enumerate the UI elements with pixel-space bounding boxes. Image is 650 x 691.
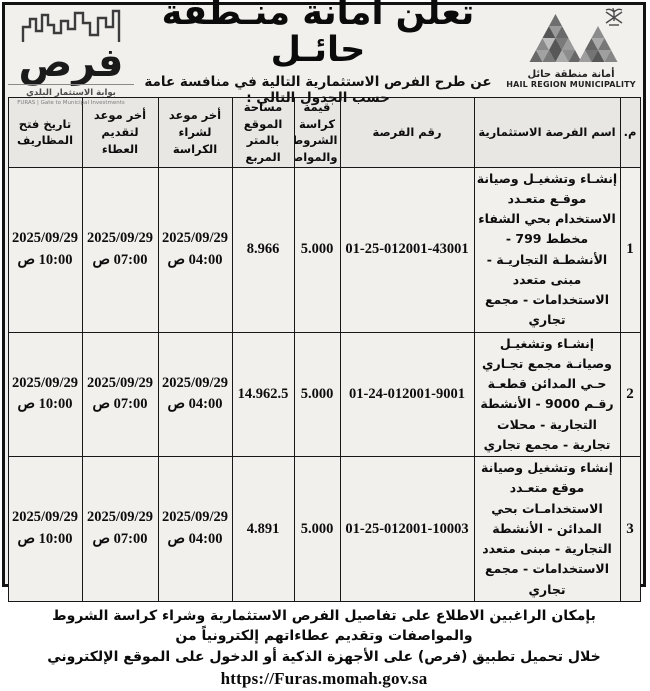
cell-opportunity-name: إنشاء وتشغيل وصيانة موقع متعـدد الاستخدا… xyxy=(473,456,621,602)
title-block: تعلن أمانة منـطقة حائـل عن طرح الفرص الا… xyxy=(134,0,502,106)
date-value: 2025/09/29 xyxy=(11,374,79,391)
cell-booklet-deadline: 2025/09/29 04:00 ص xyxy=(157,166,233,333)
date-value: 2025/09/29 xyxy=(161,229,229,246)
ad-header: فرص بوابة الاستثمار البلدي FURAS | Gate … xyxy=(5,0,643,106)
cell-opportunity-name: إنشـاء وتشغيـل وصيانـة مجمع تجـاري حـي ا… xyxy=(473,331,621,458)
cell-site-area: 4.891 xyxy=(231,456,295,602)
table-row: 3 إنشاء وتشغيل وصيانة موقع متعـدد الاستخ… xyxy=(7,456,641,602)
triangle-mountain-emblem-icon xyxy=(510,6,632,68)
cell-opportunity-number: 01-25-012001-10003 xyxy=(339,456,475,602)
footer-line-2: خلال تحميل تطبيق (فرص) على الأجهزة الذكي… xyxy=(13,647,635,691)
col-header-site-area: مساحة الموقع بالمتر المربع xyxy=(231,97,295,168)
table-row: 1 إنشـاء وتشغيـل وصيانة موقـع متعـدد الا… xyxy=(7,166,641,333)
cell-booklet-value: 5.000 xyxy=(293,456,341,602)
time-value: 10:00 ص xyxy=(17,251,73,268)
hail-municipality-logo: أمانة منطقة حائل HAIL REGION MUNICIPALIT… xyxy=(502,6,640,97)
col-header-booklet-value: قيمة كراسة الشروط والمواصفات xyxy=(293,97,341,168)
cell-booklet-value: 5.000 xyxy=(293,166,341,333)
date-value: 2025/09/29 xyxy=(86,229,154,246)
date-value: 2025/09/29 xyxy=(86,509,154,526)
furas-subtext: FURAS | Gate to Municipal Investments xyxy=(17,99,125,106)
time-value: 04:00 ص xyxy=(167,251,223,268)
cell-bid-deadline: 2025/09/29 07:00 ص xyxy=(81,166,159,333)
time-value: 07:00 ص xyxy=(92,396,148,413)
hail-logo-arabic-name: أمانة منطقة حائل xyxy=(527,69,615,80)
furas-tagline: بوابة الاستثمار البلدي xyxy=(8,83,134,98)
cell-envelope-opening: 2025/09/29 10:00 ص xyxy=(7,331,83,458)
col-header-booklet-deadline: أخر موعد لشراء الكراسة xyxy=(157,97,233,168)
date-value: 2025/09/29 xyxy=(161,374,229,391)
cell-booklet-deadline: 2025/09/29 04:00 ص xyxy=(157,456,233,602)
time-value: 10:00 ص xyxy=(17,531,73,548)
cell-bid-deadline: 2025/09/29 07:00 ص xyxy=(81,331,159,458)
saudi-palm-swords-icon xyxy=(605,6,623,26)
cell-site-area: 8.966 xyxy=(231,166,295,333)
time-value: 10:00 ص xyxy=(17,396,73,413)
time-value: 04:00 ص xyxy=(167,531,223,548)
col-header-opportunity-name: اسم الفرصة الاستثمارية xyxy=(473,97,621,168)
cell-booklet-deadline: 2025/09/29 04:00 ص xyxy=(157,331,233,458)
ad-title: تعلن أمانة منـطقة حائـل xyxy=(161,0,475,70)
cell-booklet-value: 5.000 xyxy=(293,331,341,458)
cell-site-area: 14.962.5 xyxy=(231,331,295,458)
cell-serial: 2 xyxy=(619,331,641,458)
furas-logo: فرص بوابة الاستثمار البلدي FURAS | Gate … xyxy=(8,6,134,106)
date-value: 2025/09/29 xyxy=(11,229,79,246)
footer-line-2-text: خلال تحميل تطبيق (فرص) على الأجهزة الذكي… xyxy=(47,648,601,665)
footer-line-1: بإمكان الراغبين الاطلاع على تفاصيل الفرص… xyxy=(52,607,596,645)
date-value: 2025/09/29 xyxy=(86,374,154,391)
cell-opportunity-number: 01-25-012001-43001 xyxy=(339,166,475,333)
furas-website-link[interactable]: https://Furas.momah.gov.sa xyxy=(220,668,428,688)
time-value: 04:00 ص xyxy=(167,396,223,413)
cell-bid-deadline: 2025/09/29 07:00 ص xyxy=(81,456,159,602)
col-header-envelope-opening: تاريخ فتح المظاريف xyxy=(7,97,83,168)
furas-wordmark: فرص xyxy=(18,40,124,86)
ad-footer: بإمكان الراغبين الاطلاع على تفاصيل الفرص… xyxy=(5,602,643,691)
table-header-row: م. اسم الفرصة الاستثمارية رقم الفرصة قيم… xyxy=(7,97,641,168)
cell-opportunity-number: 01-24-012001-9001 xyxy=(339,331,475,458)
opportunities-table: م. اسم الفرصة الاستثمارية رقم الفرصة قيم… xyxy=(7,97,641,602)
cell-opportunity-name: إنشـاء وتشغيـل وصيانة موقـع متعـدد الاست… xyxy=(473,166,621,333)
table-row: 2 إنشـاء وتشغيـل وصيانـة مجمع تجـاري حـي… xyxy=(7,331,641,458)
cell-envelope-opening: 2025/09/29 10:00 ص xyxy=(7,166,83,333)
date-value: 2025/09/29 xyxy=(11,509,79,526)
date-value: 2025/09/29 xyxy=(161,509,229,526)
hail-logo-english-name: HAIL REGION MUNICIPALITY xyxy=(506,80,636,89)
cell-serial: 1 xyxy=(619,166,641,333)
cell-envelope-opening: 2025/09/29 10:00 ص xyxy=(7,456,83,602)
cell-serial: 3 xyxy=(619,456,641,602)
city-skyline-icon xyxy=(21,9,121,47)
col-header-bid-deadline: أخر موعد لتقديم العطاء xyxy=(81,97,159,168)
col-header-opportunity-number: رقم الفرصة xyxy=(339,97,475,168)
time-value: 07:00 ص xyxy=(92,251,148,268)
time-value: 07:00 ص xyxy=(92,531,148,548)
col-header-serial: م. xyxy=(619,97,641,168)
